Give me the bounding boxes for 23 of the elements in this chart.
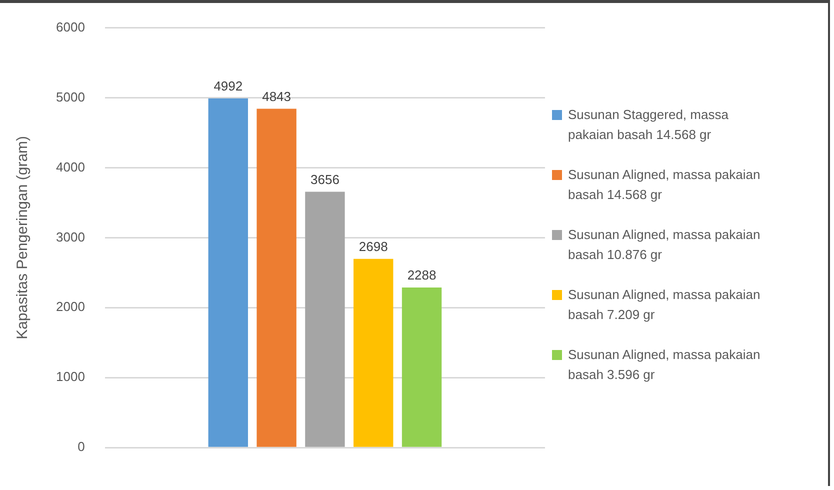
data-label: 2698 <box>358 238 388 254</box>
bar <box>208 98 248 447</box>
y-tick-label: 1000 <box>56 369 85 384</box>
legend-label: Susunan Staggered, massa pakaian basah 14.568 gr <box>568 106 730 144</box>
bar <box>256 108 296 447</box>
bar <box>305 192 345 447</box>
y-tick-label: 5000 <box>56 89 85 104</box>
y-tick-label: 3000 <box>56 229 85 244</box>
legend-label: Susunan Aligned, massa pakaian basah 14.568 gr <box>568 166 762 204</box>
legend-label: Susunan Aligned, massa pakaian basah 3.596 gr <box>568 346 762 384</box>
data-label: 3656 <box>310 172 340 187</box>
bar <box>402 288 442 447</box>
y-tick-label: 2000 <box>56 299 85 314</box>
legend-label: Susunan Aligned, massa pakaian basah 10.876 gr <box>568 226 762 264</box>
bar <box>354 258 394 447</box>
data-label: 2288 <box>407 268 436 283</box>
y-tick-label: 6000 <box>56 19 85 34</box>
data-label: 4992 <box>214 78 243 94</box>
legend-label: Susunan Aligned, massa pakaian basah 7.209 gr <box>568 286 762 324</box>
y-axis-title: Kapasitas Pengeringan (gram) <box>14 136 32 340</box>
data-label: 4843 <box>262 88 292 104</box>
y-tick-label: 0 <box>78 439 85 454</box>
y-tick-label: 4000 <box>56 159 85 174</box>
